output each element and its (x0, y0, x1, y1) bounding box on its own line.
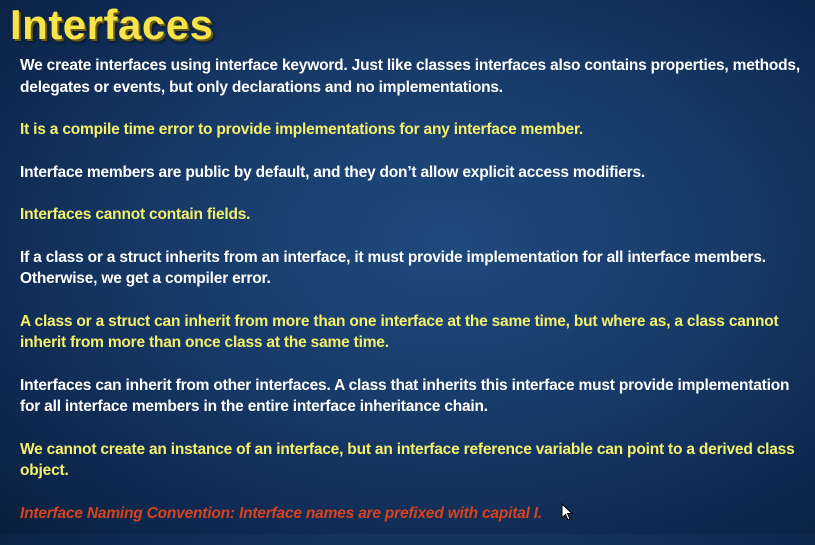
slide: Interfaces We create interfaces using in… (10, 1, 795, 522)
paragraph-interface-chain: Interfaces can inherit from other interf… (20, 376, 790, 416)
paragraph-public-members: Interface members are public by default,… (20, 163, 645, 181)
paragraph-no-fields: Interfaces cannot contain fields. (20, 206, 251, 223)
paragraph-compile-error: It is a compile time error to provide im… (20, 121, 584, 138)
paragraph-multiple-inheritance: A class or a struct can inherit from mor… (20, 312, 779, 352)
mouse-pointer-icon (561, 503, 573, 521)
paragraph-inheritance-requirement: If a class or a struct inherits from an … (20, 248, 766, 288)
paragraph-no-instance: We cannot create an instance of an inter… (20, 440, 795, 480)
slide-content: We create interfaces using interface key… (20, 55, 800, 545)
paragraph-naming-convention: Interface Naming Convention: Interface n… (20, 504, 543, 522)
slide-title: Interfaces (10, 1, 214, 48)
paragraph-interface-definition: We create interfaces using interface key… (20, 57, 800, 96)
